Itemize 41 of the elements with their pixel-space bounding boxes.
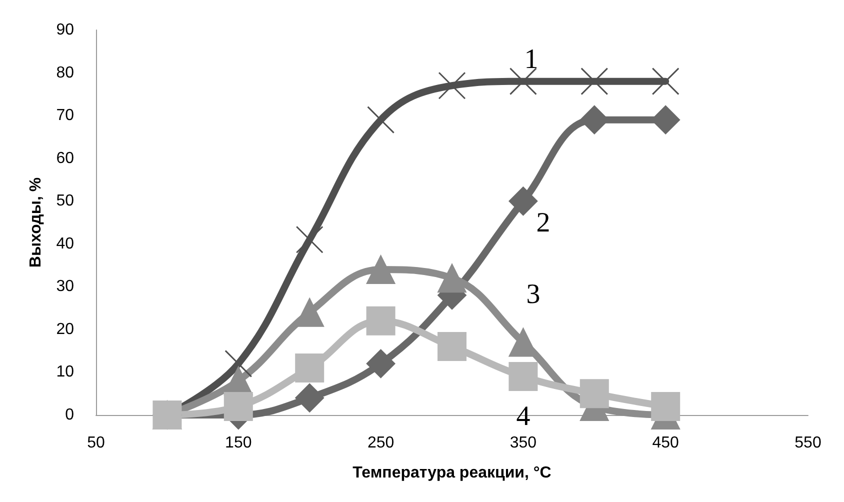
y-tick-label: 60 [56,150,74,167]
y-tick-label: 80 [56,64,74,82]
y-tick-label: 20 [56,320,74,338]
y-tick-label: 0 [65,406,74,424]
x-tick-label: 50 [87,434,105,452]
y-tick-label: 70 [56,107,74,124]
point [224,350,252,378]
point [651,392,680,421]
x-tick-label: 350 [510,434,537,452]
point [580,379,609,408]
series-label: 1 [524,44,538,75]
x-tick-label: 150 [225,434,252,452]
point [366,306,396,336]
point [295,383,324,412]
series-label: 2 [536,208,550,239]
point [366,255,396,284]
point [509,68,537,96]
y-tick-label: 50 [56,192,74,210]
point [367,106,395,134]
point [508,362,538,391]
y-tick-label: 30 [56,278,74,296]
x-tick-label: 450 [652,434,680,452]
point [438,332,466,362]
y-tick-label: 40 [56,235,74,252]
point [438,264,466,293]
point [295,353,324,382]
point [652,68,680,96]
point [224,392,253,421]
y-tick-label: 10 [56,364,74,381]
point [366,349,396,378]
point [508,186,538,216]
x-axis-title: Температура реакции, °C [352,464,552,482]
point [438,72,466,100]
point [580,68,608,96]
x-tick-label: 250 [367,434,394,452]
y-tick-label: 90 [56,22,74,38]
x-tick-label: 550 [794,434,822,452]
point [296,226,324,254]
y-axis-title: Выходы, % [28,177,44,268]
series-label: 3 [526,278,540,310]
series-label: 4 [516,401,530,432]
